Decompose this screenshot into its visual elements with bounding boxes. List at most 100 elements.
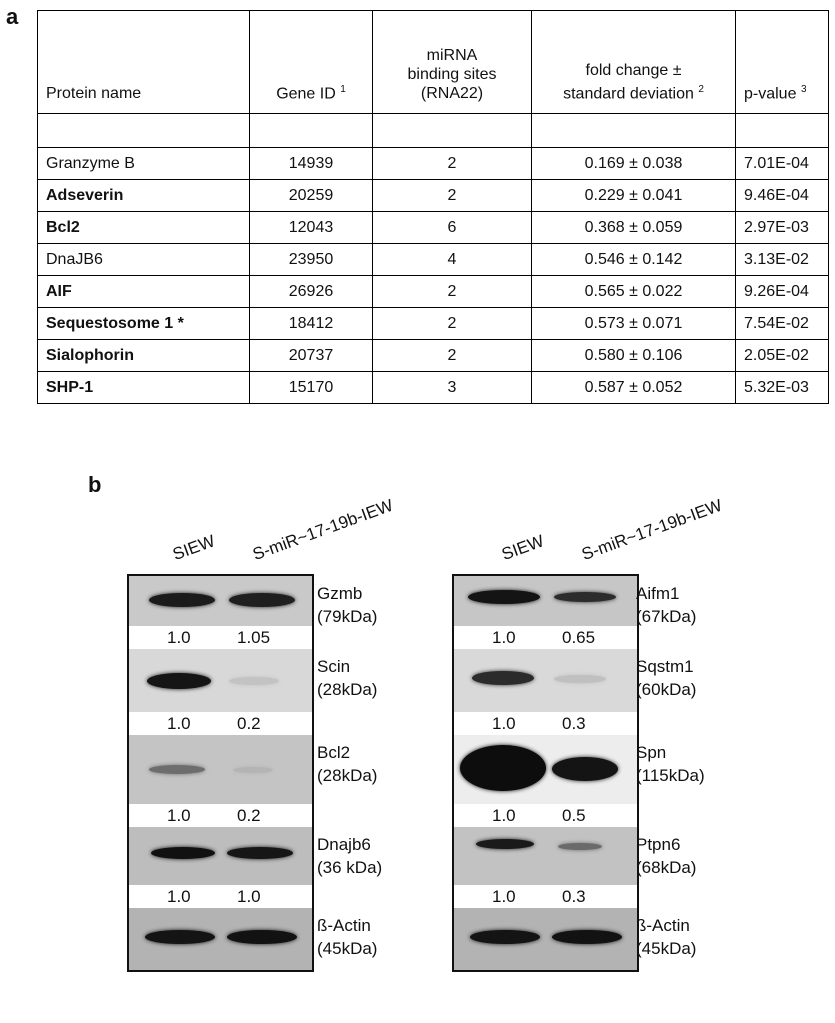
blot-strip [129,735,312,804]
protein-kda: (28kDa) [317,766,378,785]
protein-name: Dnajb6 [317,835,371,854]
cell-gene-id: 23950 [249,243,373,276]
quant-value-mir: 1.05 [237,628,271,647]
protein-name: Sqstm1 [636,657,694,676]
blot-strip [129,649,312,712]
cell-binding-sites: 3 [372,371,532,404]
quantification-row: 1.0 0.65 [454,626,637,649]
cell-p-value: 9.26E-04 [735,275,829,308]
quant-value-control: 1.0 [492,806,516,825]
blot-strip [454,649,637,712]
quantification-row: 1.0 1.05 [129,626,312,649]
blot-protein-label: ß-Actin (45kDa) [636,914,696,960]
cell-binding-sites: 4 [372,243,532,276]
quant-value-control: 1.0 [492,628,516,647]
cell-gene-id: 20259 [249,179,373,212]
table-row: Sequestosome 1 * 18412 2 0.573 ± 0.071 7.54E… [37,307,829,340]
panel-b-label: b [88,472,102,497]
blot-strip [129,827,312,885]
protein-band [147,673,211,689]
table-row: Granzyme B 14939 2 0.169 ± 0.038 7.01E-04 [37,147,829,180]
cell-protein-name: AIF [37,275,250,308]
table-row: DnaJB6 23950 4 0.546 ± 0.142 3.13E-02 [37,243,829,276]
blot-strip [454,908,637,970]
protein-band [149,593,215,607]
cell-gene-id: 15170 [249,371,373,404]
protein-kda: (60kDa) [636,680,697,699]
blot-protein-label: Aifm1 (67kDa) [636,582,696,628]
cell-binding-sites: 2 [372,307,532,340]
cell-gene-id: 26926 [249,275,373,308]
protein-kda: (36 kDa) [317,858,383,877]
header-protein-name: Protein name [37,10,250,114]
protein-kda: (68kDa) [636,858,697,877]
protein-kda: (79kDa) [317,607,378,626]
protein-band [149,765,205,774]
quant-value-control: 1.0 [492,714,516,733]
cell-fold-change: 0.587 ± 0.052 [531,371,736,404]
protein-band [554,592,616,602]
protein-band [552,930,622,944]
protein-name: ß-Actin [317,916,371,935]
protein-band [227,930,297,944]
protein-kda: (45kDa) [636,939,697,958]
protein-band [476,839,534,849]
lane-label-mir-left: S-miR~17-19b-IEW [250,495,396,565]
cell-fold-change: 0.573 ± 0.071 [531,307,736,340]
quant-value-mir: 0.3 [562,714,586,733]
lane-label-mir-right: S-miR~17-19b-IEW [579,495,725,565]
cell-p-value: 5.32E-03 [735,371,829,404]
table-row: Bcl2 12043 6 0.368 ± 0.059 2.97E-03 [37,211,829,244]
table-row: AIF 26926 2 0.565 ± 0.022 9.26E-04 [37,275,829,308]
blot-strip [454,735,637,804]
blot-protein-label: Scin (28kDa) [317,655,377,701]
quant-value-control: 1.0 [492,887,516,906]
quant-value-control: 1.0 [167,628,191,647]
table-row: SHP-1 15170 3 0.587 ± 0.052 5.32E-03 [37,371,829,404]
cell-protein-name: Granzyme B [37,147,250,180]
protein-table: Protein name Gene ID 1 miRNA binding sit… [37,10,829,404]
protein-band [554,675,606,683]
cell-binding-sites: 2 [372,179,532,212]
quantification-row: 1.0 0.5 [454,804,637,827]
blot-protein-label: Bcl2 (28kDa) [317,741,377,787]
protein-name: ß-Actin [636,916,690,935]
blot-strip [129,576,312,626]
quant-value-control: 1.0 [167,714,191,733]
cell-p-value: 2.05E-02 [735,339,829,372]
protein-kda: (67kDa) [636,607,697,626]
lane-label-siew-left: SIEW [170,531,218,565]
protein-band [470,930,540,944]
protein-name: Spn [636,743,667,762]
cell-p-value: 3.13E-02 [735,243,829,276]
cell-protein-name: DnaJB6 [37,243,250,276]
cell-protein-name: Sialophorin [37,339,250,372]
protein-band [229,677,279,685]
table-blank-row [37,113,829,148]
quantification-row: 1.0 0.2 [129,804,312,827]
quant-value-control: 1.0 [167,806,191,825]
quantification-row: 1.0 0.3 [454,885,637,908]
header-p-value: p-value 3 [735,10,829,114]
cell-fold-change: 0.580 ± 0.106 [531,339,736,372]
cell-binding-sites: 2 [372,339,532,372]
cell-p-value: 7.01E-04 [735,147,829,180]
protein-band [233,767,273,773]
protein-band [229,593,295,607]
lane-label-siew-right: SIEW [499,531,547,565]
protein-band [145,930,215,944]
protein-name: Ptpn6 [636,835,681,854]
protein-band [558,843,602,850]
blot-protein-label: Gzmb (79kDa) [317,582,377,628]
blot-protein-label: ß-Actin (45kDa) [317,914,377,960]
protein-name: Aifm1 [636,584,680,603]
cell-fold-change: 0.169 ± 0.038 [531,147,736,180]
protein-kda: (115kDa) [636,766,705,785]
protein-kda: (45kDa) [317,939,378,958]
quantification-row: 1.0 0.2 [129,712,312,735]
protein-band [552,757,618,781]
protein-band [151,847,215,859]
cell-protein-name: Bcl2 [37,211,250,244]
quant-value-mir: 0.65 [562,628,596,647]
cell-p-value: 7.54E-02 [735,307,829,340]
